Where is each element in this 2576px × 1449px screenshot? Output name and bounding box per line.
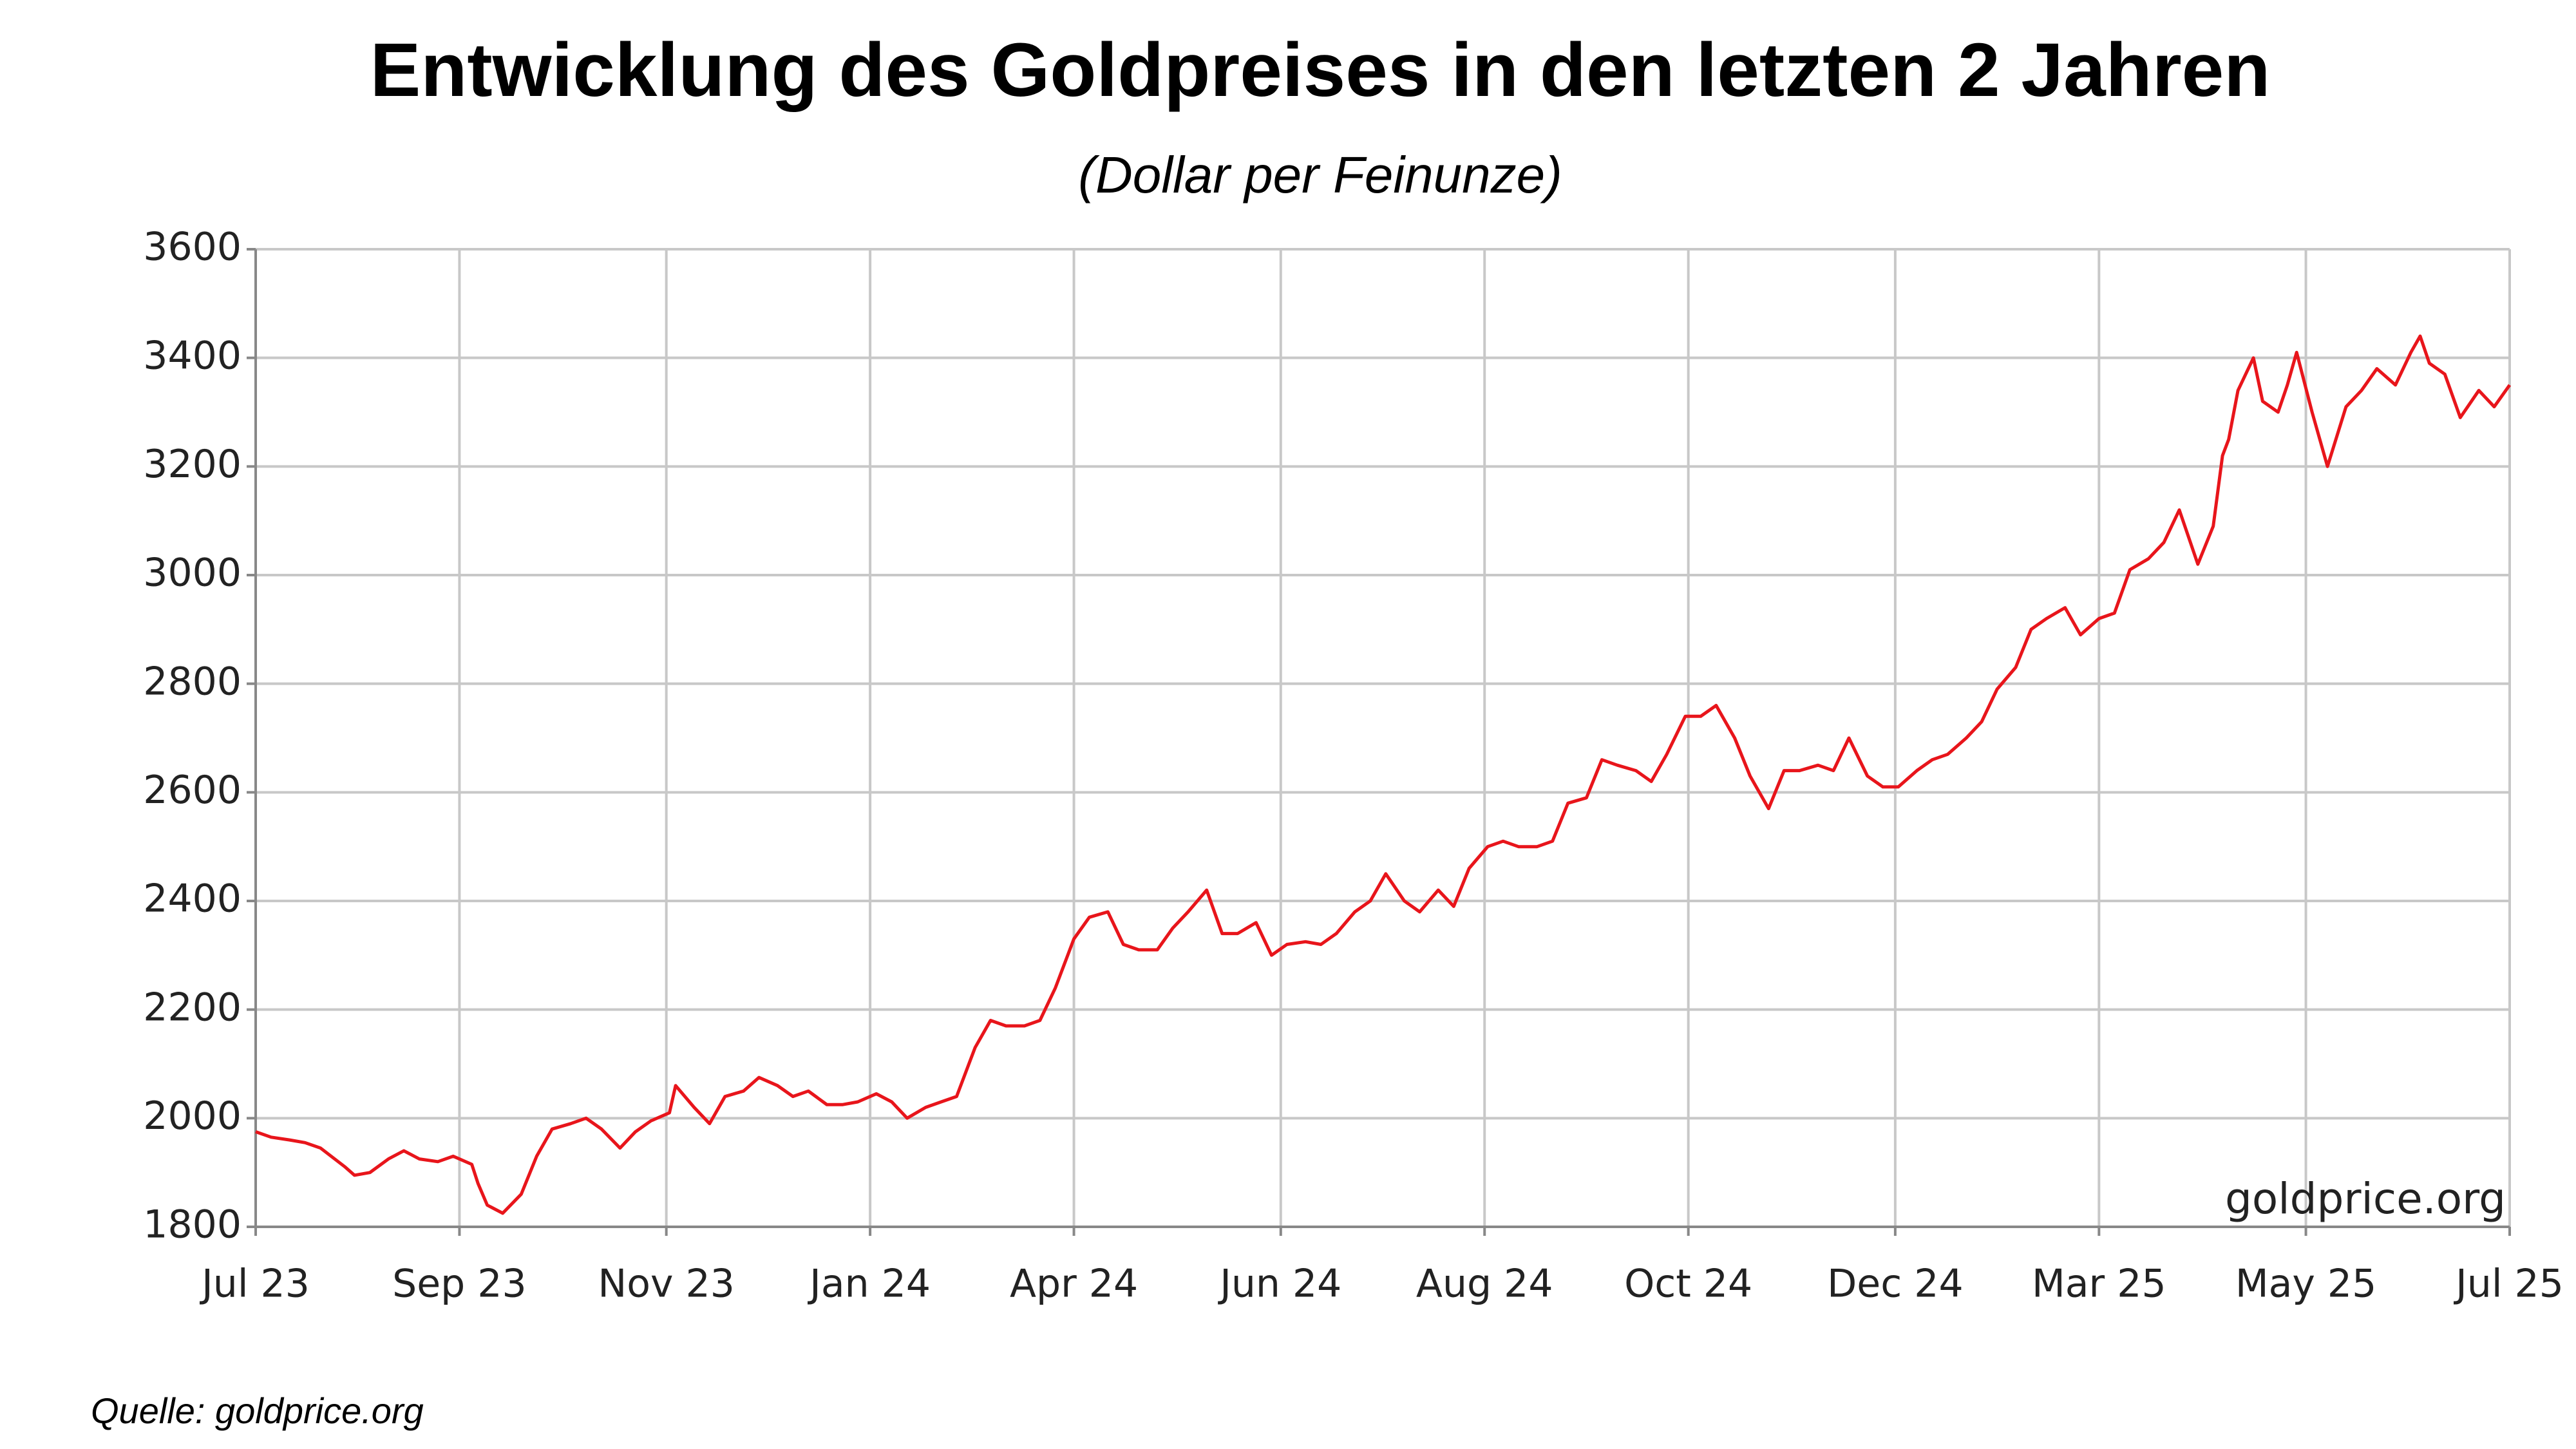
y-tick-label: 3400 (143, 333, 242, 378)
chart-title: Entwicklung des Goldpreises in den letzt… (370, 28, 2271, 113)
y-tick-label: 2800 (143, 659, 242, 704)
y-tick-label: 3600 (143, 225, 242, 270)
x-tick-label: Aug 24 (1416, 1262, 1553, 1307)
y-tick-label: 2000 (143, 1094, 242, 1139)
x-tick-label: May 25 (2235, 1262, 2376, 1307)
x-tick-label: Jun 24 (1217, 1262, 1341, 1307)
x-tick-label: Nov 23 (598, 1262, 735, 1307)
x-tick-label: Jul 23 (199, 1262, 310, 1307)
y-tick-label: 1800 (143, 1202, 242, 1247)
source-note: Quelle: goldprice.org (91, 1390, 424, 1431)
x-tick-label: Oct 24 (1624, 1262, 1752, 1307)
x-tick-label: Sep 23 (392, 1262, 527, 1307)
x-tick-label: Jan 24 (807, 1262, 931, 1307)
x-tick-label: Apr 24 (1010, 1262, 1138, 1307)
price-line (255, 334, 2512, 1215)
x-tick-label: Dec 24 (1827, 1262, 1964, 1307)
chart-subtitle: (Dollar per Feinunze) (1078, 146, 1562, 204)
y-tick-label: 2400 (143, 876, 242, 922)
x-tick-label: Jul 25 (2453, 1262, 2564, 1307)
y-tick-label: 3000 (143, 551, 242, 596)
x-tick-label: Mar 25 (2032, 1262, 2166, 1307)
y-tick-label: 3200 (143, 442, 242, 487)
y-tick-label: 2600 (143, 768, 242, 813)
y-tick-label: 2200 (143, 985, 242, 1030)
watermark: goldprice.org (2225, 1174, 2506, 1224)
